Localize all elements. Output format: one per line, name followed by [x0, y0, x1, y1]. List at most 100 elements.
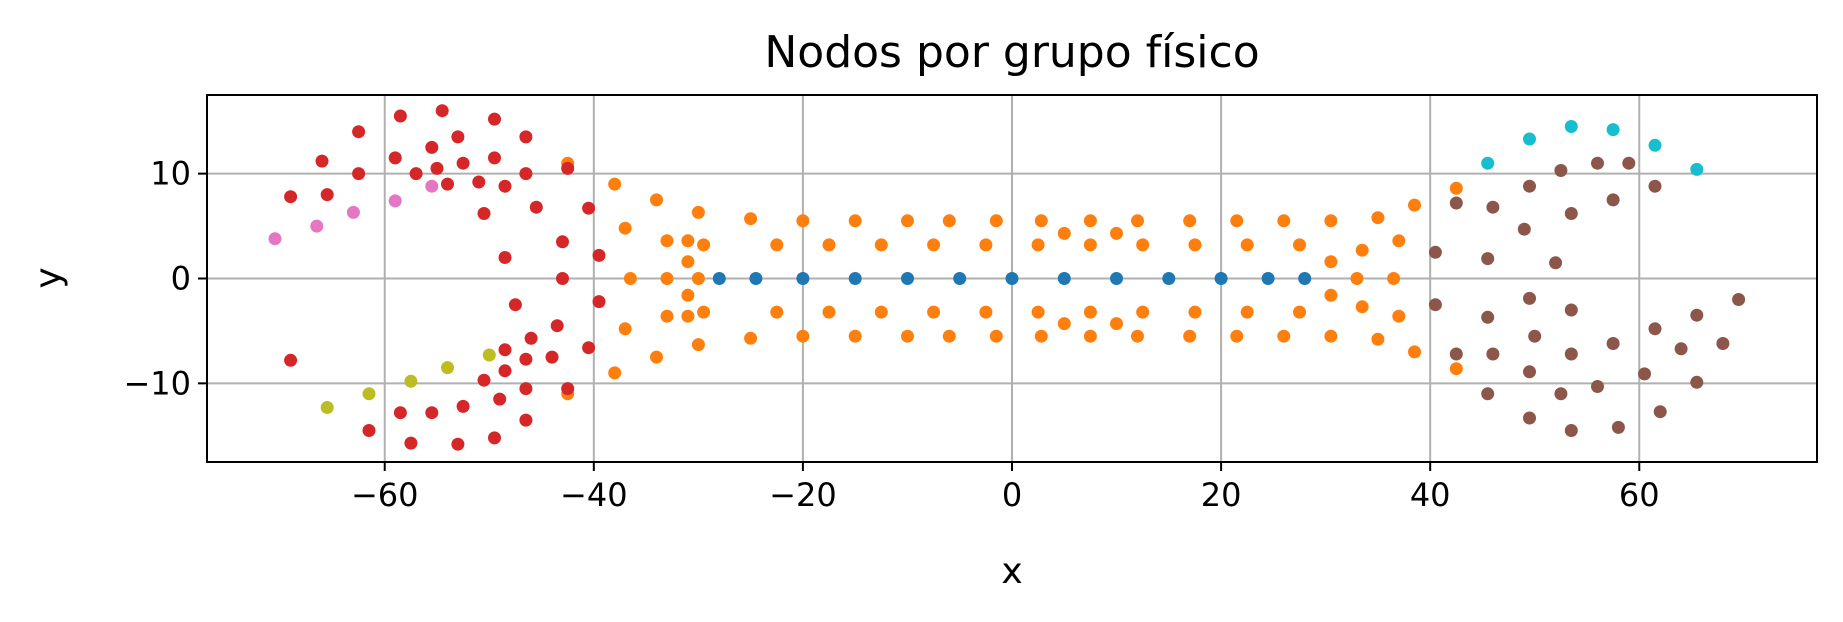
data-point — [1355, 243, 1369, 257]
x-tick-label: 0 — [1002, 476, 1022, 514]
data-point — [1083, 305, 1097, 319]
data-point — [561, 382, 575, 396]
data-point — [1606, 193, 1620, 207]
data-point — [388, 194, 402, 208]
data-point — [1481, 156, 1495, 170]
data-point — [1554, 387, 1568, 401]
data-point — [1690, 375, 1704, 389]
data-point — [660, 309, 674, 323]
data-point — [1690, 308, 1704, 322]
data-point — [1183, 214, 1197, 228]
data-point — [1083, 329, 1097, 343]
data-point — [472, 175, 486, 189]
data-point — [404, 436, 418, 450]
data-point — [529, 200, 543, 214]
data-point — [1057, 272, 1071, 285]
data-point — [953, 272, 967, 285]
data-point — [1261, 272, 1275, 285]
data-point — [1523, 365, 1536, 379]
data-point — [1005, 272, 1019, 285]
data-point — [545, 350, 559, 364]
data-point — [1240, 238, 1254, 252]
data-point — [1517, 222, 1531, 236]
data-point — [1131, 329, 1144, 343]
data-point — [822, 305, 836, 319]
data-point — [1408, 345, 1421, 359]
data-point — [989, 214, 1003, 228]
data-point — [315, 154, 329, 168]
y-axis-label: y — [28, 267, 69, 288]
data-point — [1240, 305, 1254, 319]
data-point — [498, 343, 512, 357]
x-tick-label: 60 — [1619, 476, 1660, 514]
data-point — [1031, 238, 1045, 252]
data-point — [874, 305, 888, 319]
data-point — [697, 305, 711, 319]
data-point — [901, 329, 914, 343]
data-point — [1716, 337, 1730, 350]
data-point — [519, 130, 533, 144]
data-point — [1214, 272, 1228, 285]
x-tick-label: −40 — [560, 476, 628, 514]
data-point — [451, 130, 465, 144]
data-point — [660, 272, 674, 285]
data-point — [592, 248, 606, 262]
data-point — [1083, 214, 1097, 228]
data-point — [1564, 207, 1578, 220]
data-point — [650, 350, 663, 364]
data-point — [1549, 256, 1563, 270]
data-point — [320, 401, 334, 414]
x-axis-label: x — [1001, 551, 1022, 592]
data-point — [519, 352, 533, 366]
data-point — [556, 235, 569, 249]
data-point — [1481, 310, 1495, 324]
data-point — [1031, 305, 1045, 319]
data-point — [1606, 123, 1620, 137]
data-point — [1449, 181, 1463, 195]
data-point — [1653, 405, 1667, 419]
data-point — [1481, 387, 1495, 401]
data-point — [822, 238, 836, 252]
data-point — [1350, 272, 1364, 285]
data-point — [1131, 214, 1144, 228]
data-point — [1324, 255, 1338, 269]
data-point — [441, 177, 454, 191]
data-point — [519, 413, 533, 427]
data-point — [409, 167, 423, 181]
y-tick-label: 0 — [171, 260, 191, 298]
data-point — [650, 193, 663, 207]
data-point — [1606, 337, 1620, 350]
data-point — [519, 382, 533, 396]
data-point — [1523, 179, 1536, 193]
data-point — [362, 424, 376, 437]
data-point — [1408, 198, 1421, 212]
data-point — [1188, 305, 1202, 319]
x-tick-label: −60 — [351, 476, 419, 514]
data-point — [942, 329, 956, 343]
data-point — [1528, 329, 1542, 343]
data-point — [927, 238, 941, 252]
data-point — [1622, 156, 1636, 170]
data-point — [393, 109, 407, 123]
data-point — [1564, 120, 1578, 133]
data-point — [561, 161, 575, 175]
data-point — [1392, 309, 1406, 323]
data-point — [749, 272, 763, 285]
data-point — [393, 406, 407, 420]
data-point — [1486, 347, 1500, 361]
data-point — [430, 161, 444, 175]
data-point — [770, 305, 784, 319]
data-point — [1392, 234, 1406, 248]
data-point — [608, 177, 622, 191]
data-point — [1638, 367, 1651, 381]
data-point — [927, 305, 941, 319]
data-point — [1387, 272, 1401, 285]
data-point — [1523, 132, 1536, 146]
data-point — [498, 364, 512, 378]
data-point — [848, 329, 862, 343]
data-point — [1034, 214, 1048, 228]
data-point — [1293, 238, 1306, 252]
data-point — [1732, 293, 1746, 306]
data-point — [796, 272, 810, 285]
